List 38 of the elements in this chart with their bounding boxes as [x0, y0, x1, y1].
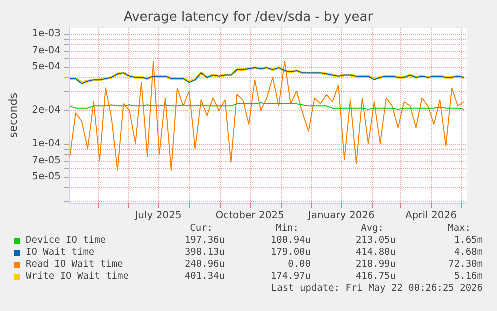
- text: 72.30m: [448, 259, 483, 271]
- text: 0.00: [287, 259, 311, 271]
- text: 174.97u: [270, 271, 311, 283]
- text: 5.16m: [453, 271, 483, 283]
- x-tick-label: January 2026: [307, 210, 375, 222]
- text: 197.36u: [184, 235, 225, 247]
- text: Cur:: [189, 223, 213, 235]
- y-tick-label: 5e-05: [32, 171, 61, 182]
- legend-label: Write IO Wait time: [26, 271, 129, 283]
- legend-label: Read IO Wait time: [26, 259, 124, 271]
- y-tick-label: 1e-04: [32, 138, 61, 150]
- x-tick-label: October 2025: [216, 210, 284, 222]
- text: Avg:: [360, 223, 384, 235]
- text: 416.75u: [354, 271, 396, 283]
- text: 100.94u: [270, 235, 311, 247]
- y-tick-label: 7e-05: [32, 155, 61, 166]
- y-tick-label: 5e-04: [32, 61, 61, 72]
- legend-label: IO Wait time: [26, 247, 95, 259]
- text: 398.13u: [184, 247, 225, 259]
- legend-label: Device IO time: [26, 235, 106, 247]
- x-tick-label: April 2026: [405, 210, 457, 222]
- text: 1.65m: [453, 235, 483, 247]
- chart-title: Average latency for /dev/sda - by year: [124, 10, 374, 25]
- text: Min:: [275, 223, 299, 235]
- text: 4.68m: [453, 247, 483, 259]
- y-tick-label: 7e-04: [32, 45, 61, 56]
- text: 414.80u: [354, 247, 396, 259]
- text: Last update: Fri May 22 00:26:25 2026: [271, 283, 483, 295]
- text: 218.99u: [354, 259, 396, 271]
- text: 240.96u: [184, 259, 225, 271]
- text: 179.00u: [270, 247, 311, 259]
- y-tick-label: 1e-03: [32, 28, 61, 40]
- y-axis-title: seconds: [7, 92, 20, 138]
- x-tick-label: July 2025: [134, 210, 182, 222]
- text: 213.05u: [354, 235, 396, 247]
- text: Max:: [447, 223, 471, 235]
- y-tick-label: 2e-04: [32, 105, 61, 116]
- text: 401.34u: [184, 271, 225, 283]
